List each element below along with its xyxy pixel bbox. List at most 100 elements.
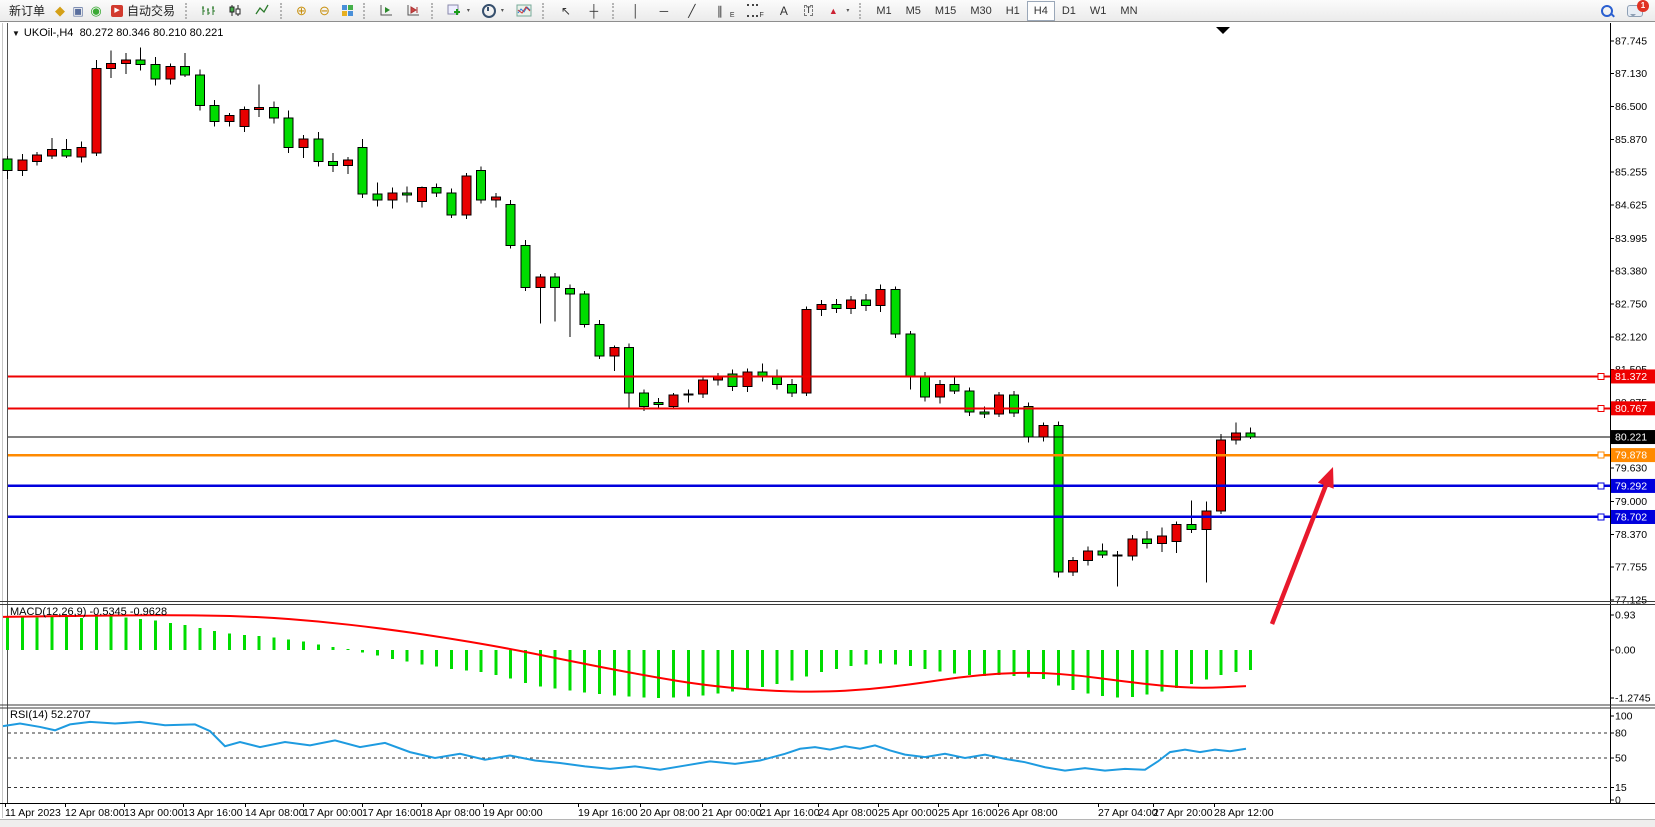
tab-m5[interactable]: M5 (905, 4, 921, 17)
fibonacci-sub-label: F (759, 11, 764, 19)
svg-text:81.372: 81.372 (1615, 371, 1647, 383)
svg-text:77.125: 77.125 (1615, 595, 1647, 607)
svg-text:87.745: 87.745 (1615, 36, 1647, 48)
svg-text:83.995: 83.995 (1615, 233, 1647, 245)
terminal-icon[interactable]: ▣ (72, 3, 84, 18)
svg-text:15: 15 (1615, 782, 1627, 794)
svg-text:25 Apr 00:00: 25 Apr 00:00 (878, 807, 938, 819)
macd-name: MACD(12,26,9) (10, 606, 87, 618)
chart-shift-button[interactable] (400, 2, 427, 20)
status-bar (0, 819, 1655, 827)
cursor-button[interactable]: ↖ (552, 2, 580, 20)
auto-trading-icon: ▶ (111, 4, 124, 17)
svg-text:100: 100 (1615, 711, 1633, 723)
candlestick-chart-icon (229, 5, 241, 16)
tab-h4[interactable]: H4 (1026, 0, 1055, 21)
svg-text:78.702: 78.702 (1615, 511, 1647, 523)
rsi-name: RSI(14) (10, 709, 48, 721)
svg-text:-1.2745: -1.2745 (1615, 692, 1651, 704)
line-chart-button[interactable] (249, 2, 276, 20)
bar-chart-button[interactable] (195, 2, 222, 20)
toolbar-grip (280, 2, 286, 19)
crosshair-button[interactable]: ┼ (580, 2, 608, 20)
toolbar-grip (541, 2, 548, 19)
candles (2, 47, 1256, 587)
tab-d1[interactable]: D1 (1061, 4, 1076, 17)
svg-text:11 Apr 2023: 11 Apr 2023 (5, 807, 61, 819)
period-button[interactable]: ▾ (476, 2, 510, 20)
trendline-icon: ╱ (688, 3, 696, 18)
vertical-line-button[interactable]: │ (622, 2, 650, 20)
signals-icon[interactable]: ◉ (90, 2, 102, 18)
tab-w1[interactable]: W1 (1089, 4, 1107, 17)
chart-shift-marker[interactable] (1216, 27, 1230, 34)
text-label-button[interactable]: T (798, 2, 820, 20)
hline-objects[interactable] (8, 372, 1610, 521)
svg-text:13 Apr 16:00: 13 Apr 16:00 (183, 807, 243, 819)
chevron-down-icon: ▾ (466, 8, 470, 14)
svg-text:79.630: 79.630 (1615, 463, 1647, 475)
t1ab-mn[interactable]: MN (1120, 4, 1138, 17)
trendline-button[interactable]: ╱ (678, 2, 706, 20)
fibonacci-icon (746, 4, 758, 17)
candlestick-chart-button[interactable] (222, 2, 249, 20)
chat-icon[interactable]: 1 (1627, 0, 1649, 17)
auto-scroll-icon (380, 5, 392, 16)
channel-icon: ∥ (716, 3, 723, 18)
toolbar-grip (185, 2, 191, 19)
chart-menu-icon[interactable]: ▼ (12, 29, 20, 38)
auto-trading-button[interactable]: ▶ 自动交易 (105, 2, 181, 20)
new-order-button[interactable]: 新订单 (3, 2, 51, 20)
equidistant-channel-button[interactable]: ∥ E (706, 2, 741, 20)
add-indicator-icon (447, 4, 460, 15)
macd-values: -0.5345 -0.9628 (89, 606, 168, 618)
add-indicator-button[interactable]: ▾ (441, 2, 476, 20)
tab-h1[interactable]: H1 (1005, 4, 1020, 17)
svg-text:20 Apr 08:00: 20 Apr 08:00 (640, 807, 700, 819)
chart-shift-icon (407, 5, 419, 16)
horizontal-line-icon: ─ (659, 3, 669, 18)
svg-text:80.767: 80.767 (1615, 403, 1647, 415)
tile-windows-button[interactable] (336, 2, 359, 20)
zoom-in-button[interactable]: ⊕ (290, 2, 313, 20)
channel-sub-label: E (729, 11, 735, 19)
rsi-indicator-label: RSI(14) 52.2707 (10, 709, 91, 721)
svg-text:28 Apr 12:00: 28 Apr 12:00 (1214, 807, 1274, 819)
tile-windows-icon (341, 5, 353, 16)
macd-axis: 0.93 0.00 -1.2745 (1610, 610, 1651, 704)
window-edges (2, 23, 8, 818)
template-button[interactable] (510, 2, 538, 20)
svg-text:80: 80 (1615, 727, 1627, 739)
tab-m30[interactable]: M30 (970, 4, 992, 17)
svg-text:27 Apr 20:00: 27 Apr 20:00 (1153, 807, 1213, 819)
toolbar-grip (430, 2, 437, 19)
svg-text:18 Apr 08:00: 18 Apr 08:00 (421, 807, 481, 819)
toolbar: 新订单 ◆ ▣ ◉ ▶ 自动交易 ⊕ ⊖ ▾ ▾ ↖ ┼ │ ─ (0, 0, 1655, 22)
horizontal-line-button[interactable]: ─ (650, 2, 678, 20)
svg-text:0.00: 0.00 (1615, 645, 1636, 657)
arrows-button[interactable]: ▲ ▾ (819, 2, 855, 20)
svg-text:82.750: 82.750 (1615, 298, 1647, 310)
svg-text:14 Apr 08:00: 14 Apr 08:00 (245, 807, 305, 819)
svg-text:25 Apr 16:00: 25 Apr 16:00 (938, 807, 998, 819)
market-watch-icon[interactable]: ◆ (55, 2, 66, 18)
zoom-out-button[interactable]: ⊖ (313, 2, 336, 20)
text-button[interactable]: A (770, 2, 798, 20)
chevron-down-icon: ▾ (846, 8, 850, 14)
fibonacci-button[interactable]: F (741, 2, 770, 20)
bar-chart-icon (202, 6, 216, 15)
chevron-down-icon: ▾ (500, 8, 504, 14)
tab-m1[interactable]: M1 (876, 4, 892, 17)
toolbar-grip (859, 2, 865, 19)
svg-text:19 Apr 16:00: 19 Apr 16:00 (578, 807, 638, 819)
auto-scroll-button[interactable] (373, 2, 400, 20)
pane-separators[interactable] (0, 601, 1655, 804)
clock-icon (481, 3, 496, 18)
cursor-icon: ↖ (560, 3, 571, 18)
trend-arrow[interactable] (1269, 467, 1334, 625)
search-icon[interactable] (1601, 4, 1613, 17)
rsi-axis: 100 80 50 150 (1610, 711, 1633, 807)
svg-text:86.500: 86.500 (1615, 101, 1647, 113)
tab-m15[interactable]: M15 (934, 4, 957, 17)
